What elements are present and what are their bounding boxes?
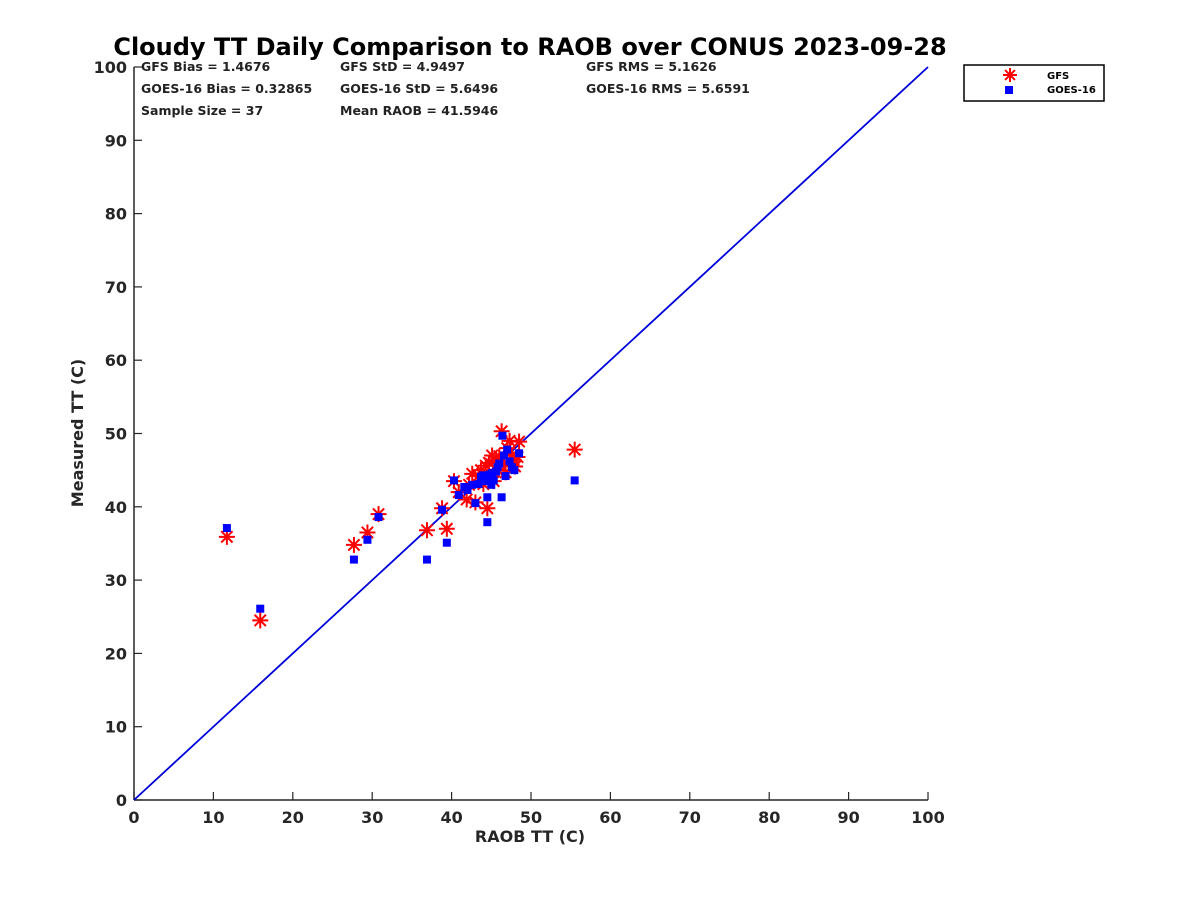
legend-box <box>963 64 1105 102</box>
goes-16-point <box>449 476 458 485</box>
reference-line-group <box>133 66 929 801</box>
x-tick-label: 80 <box>758 808 780 827</box>
x-tick-label: 30 <box>361 808 383 827</box>
gfs-point <box>484 447 501 464</box>
gfs-point <box>566 441 583 458</box>
stat-gfs-bias: GFS Bias = 1.4676 <box>141 59 271 74</box>
y-tick-label: 50 <box>105 425 127 444</box>
goes-16-point <box>488 469 497 478</box>
goes-16-point <box>474 480 483 489</box>
goes-16-point <box>483 493 492 502</box>
goes-16-point <box>489 476 498 485</box>
goes-16-point <box>463 485 472 494</box>
y-tick-label: 20 <box>105 644 127 663</box>
goes-16-point <box>363 535 372 544</box>
goes-16-point <box>498 431 507 440</box>
x-tick-label: 60 <box>599 808 621 827</box>
goes-16-point <box>468 480 477 489</box>
goes-16-point <box>497 493 506 502</box>
goes-16-point <box>495 459 504 468</box>
stat-mean-raob: Mean RAOB = 41.5946 <box>340 103 498 118</box>
goes-16-point <box>422 555 431 564</box>
y-tick-label: 100 <box>94 58 127 77</box>
goes-16-point <box>510 466 519 475</box>
goes-16-point <box>505 457 514 466</box>
stat-goes-std: GOES-16 StD = 5.6496 <box>340 81 498 96</box>
goes-16-point <box>442 538 451 547</box>
goes-16-point <box>515 449 524 458</box>
gfs-point <box>418 522 435 539</box>
y-axis-label: Measured TT (C) <box>68 359 87 507</box>
goes-16-point <box>222 524 231 533</box>
x-tick-label: 40 <box>440 808 462 827</box>
y-tick-label: 90 <box>105 131 127 150</box>
stat-gfs-std: GFS StD = 4.9497 <box>340 59 465 74</box>
stat-goes-bias: GOES-16 Bias = 0.32865 <box>141 81 312 96</box>
gfs-point <box>511 433 528 450</box>
y-tick-label: 0 <box>116 791 127 810</box>
y-tick-label: 10 <box>105 718 127 737</box>
x-tick-label: 70 <box>679 808 701 827</box>
axes: 0 10 20 30 40 50 60 70 80 90 100 0 10 20 30 40 50 60 70 80 9… <box>94 58 945 827</box>
goes-16-point <box>471 499 480 508</box>
gfs-point <box>479 500 496 517</box>
legend-goes-16-marker <box>1005 86 1013 94</box>
legend-goes-16-glyph <box>1005 86 1013 94</box>
goes-16-point <box>256 604 265 613</box>
y-tick-label: 30 <box>105 571 127 590</box>
goes-16-point <box>349 555 358 564</box>
goes-16-point <box>503 445 512 454</box>
x-tick-label: 20 <box>282 808 304 827</box>
gfs-point <box>252 612 269 629</box>
goes-16-point <box>487 480 496 489</box>
gfs-point <box>438 520 455 537</box>
gfs-point <box>345 536 362 553</box>
legend: GFS GOES-16 <box>963 64 1105 102</box>
goes-16-point <box>483 518 492 527</box>
series-gfs <box>218 423 583 629</box>
stat-gfs-rms: GFS RMS = 5.1626 <box>586 59 717 74</box>
legend-gfs-marker <box>1003 68 1017 82</box>
x-tick-label: 90 <box>837 808 859 827</box>
goes-16-point <box>481 477 490 486</box>
legend-gfs-glyph <box>1003 68 1017 82</box>
chart-title: Cloudy TT Daily Comparison to RAOB over … <box>113 33 946 61</box>
y-tick-label: 70 <box>105 278 127 297</box>
goes-16-point <box>374 513 383 522</box>
legend-gfs-label: GFS <box>1047 71 1069 82</box>
goes-16-point <box>454 491 463 500</box>
goes-16-point <box>501 472 510 481</box>
legend-goes-16-label: GOES-16 <box>1047 85 1096 96</box>
y-tick-label: 60 <box>105 351 127 370</box>
x-tick-label: 10 <box>202 808 224 827</box>
series-goes-16 <box>222 431 579 613</box>
y-tick-label: 80 <box>105 205 127 224</box>
goes-16-point <box>479 471 488 480</box>
stat-goes-rms: GOES-16 RMS = 5.6591 <box>586 81 750 96</box>
x-axis-label: RAOB TT (C) <box>475 827 585 846</box>
goes-16-point <box>438 505 447 514</box>
one-to-one-line <box>133 66 929 801</box>
x-tick-label: 0 <box>128 808 139 827</box>
goes-16-point <box>500 451 509 460</box>
stats-panel: GFS Bias = 1.4676 GFS StD = 4.9497 GFS R… <box>141 59 750 118</box>
y-tick-label: 40 <box>105 498 127 517</box>
x-tick-label: 100 <box>911 808 944 827</box>
goes-16-point <box>570 476 579 485</box>
x-tick-label: 50 <box>520 808 542 827</box>
stat-sample-size: Sample Size = 37 <box>141 103 263 118</box>
